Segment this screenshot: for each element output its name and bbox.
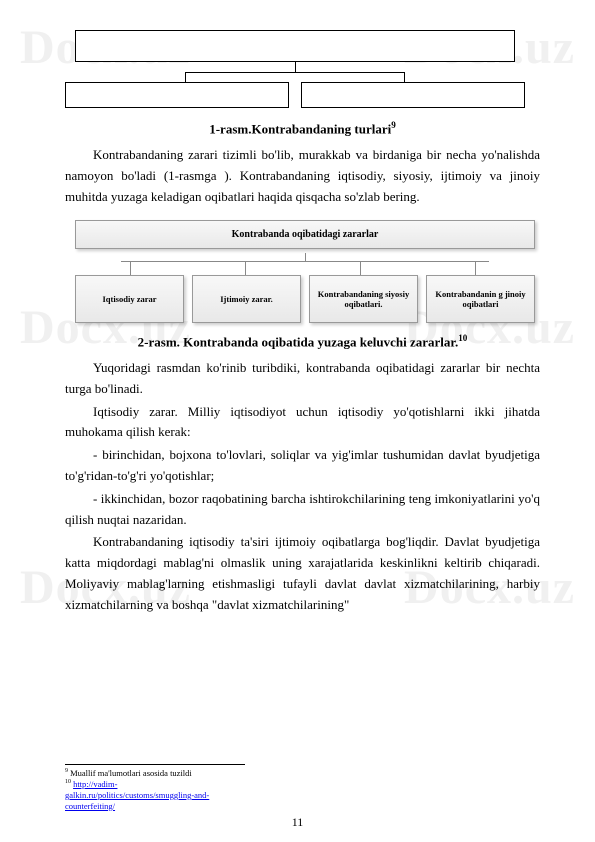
- diagram2-box-3: Kontrabandaning siyosiy oqibatlari.: [309, 275, 418, 323]
- diagram2-box-1: Iqtisodiy zarar: [75, 275, 184, 323]
- diagram2-caption: 2-rasm. Kontrabanda oqibatida yuzaga kel…: [65, 333, 540, 350]
- paragraph-3: Iqtisodiy zarar. Milliy iqtisodiyot uchu…: [65, 402, 540, 444]
- paragraph-6: Kontrabandaning iqtisodiy ta'siri ijtimo…: [65, 532, 540, 615]
- diagram2-box-4: Kontrabandanin g jinoiy oqibatlari: [426, 275, 535, 323]
- paragraph-4: - birinchidan, bojxona to'lovlari, soliq…: [65, 445, 540, 487]
- diagram1-box-right: [301, 82, 525, 108]
- diagram1-box-left: [65, 82, 289, 108]
- page-number: 11: [0, 815, 595, 830]
- diagram-2: Kontrabanda oqibatidagi zararlar Iqtisod…: [75, 220, 535, 323]
- paragraph-2: Yuqoridagi rasmdan ko'rinib turibdiki, k…: [65, 358, 540, 400]
- footnotes: 9 Muallif ma'lumotlari asosida tuzildi 1…: [65, 764, 245, 812]
- diagram1-connector: [75, 62, 515, 82]
- diagram2-header: Kontrabanda oqibatidagi zararlar: [75, 220, 535, 249]
- diagram2-connector: [75, 253, 535, 275]
- paragraph-1: Kontrabandaning zarari tizimli bo'lib, m…: [65, 145, 540, 207]
- footnote-link[interactable]: http://vadim-galkin.ru/politics/customs/…: [65, 779, 209, 811]
- diagram1-top-box: [75, 30, 515, 62]
- diagram2-row: Iqtisodiy zarar Ijtimoiy zarar. Kontraba…: [75, 275, 535, 323]
- diagram1-caption: 1-rasm.Kontrabandaning turlari9: [65, 120, 540, 137]
- footnote-1: 9 Muallif ma'lumotlari asosida tuzildi: [65, 768, 245, 779]
- footnote-2: 10 http://vadim-galkin.ru/politics/custo…: [65, 779, 245, 812]
- paragraph-5: - ikkinchidan, bozor raqobatining barcha…: [65, 489, 540, 531]
- diagram-1: [65, 30, 540, 108]
- page-content: 1-rasm.Kontrabandaning turlari9 Kontraba…: [0, 0, 595, 638]
- diagram2-box-2: Ijtimoiy zarar.: [192, 275, 301, 323]
- diagram1-bottom-row: [65, 82, 525, 108]
